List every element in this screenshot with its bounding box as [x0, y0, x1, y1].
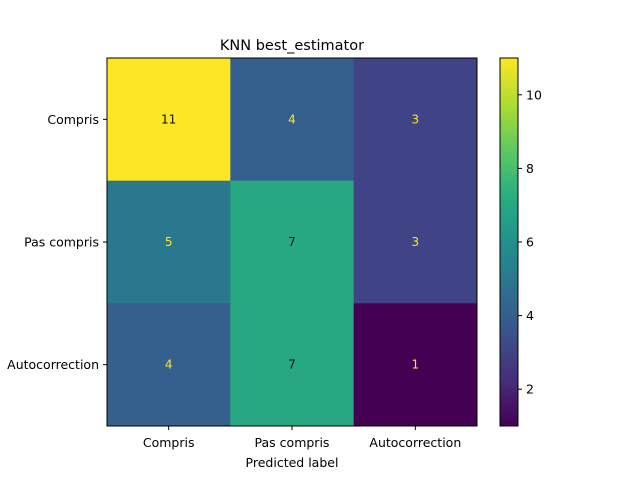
heatmap-cells	[107, 58, 478, 427]
heatmap-cell	[107, 303, 231, 427]
colorbar-tick-label: 10	[526, 87, 542, 102]
heatmap-cell	[353, 180, 478, 304]
heatmap-cell	[107, 180, 231, 304]
x-tick-label: Autocorrection	[369, 435, 461, 450]
cell-value-label: 1	[412, 358, 420, 372]
colorbar-tick-label: 4	[526, 308, 534, 323]
cell-value-label: 7	[288, 235, 296, 249]
cell-value-label: 4	[165, 358, 173, 372]
x-axis-ticks: Compris Pas compris Autocorrection	[143, 426, 461, 450]
heatmap-cell	[107, 58, 231, 182]
heatmap-cell	[353, 58, 478, 182]
y-tick-label: Compris	[47, 112, 99, 127]
y-tick-label: Pas compris	[24, 235, 99, 250]
heatmap-cell-labels: 11 4 3 5 7 3 4 7 1	[161, 112, 419, 371]
cell-value-label: 3	[412, 235, 420, 249]
x-tick-label: Compris	[143, 435, 195, 450]
heatmap-cell	[230, 180, 355, 304]
heatmap-cell	[230, 303, 355, 427]
heatmap-cell	[230, 58, 355, 182]
cell-value-label: 7	[288, 358, 296, 372]
x-axis-label: Predicted label	[246, 455, 339, 470]
heatmap-cell	[353, 303, 478, 427]
x-tick-label: Pas compris	[255, 435, 330, 450]
cell-value-label: 5	[165, 235, 173, 249]
colorbar-tick-label: 2	[526, 382, 534, 397]
cell-value-label: 4	[288, 112, 296, 126]
colorbar-tick-label: 6	[526, 235, 534, 250]
y-tick-label: Autocorrection	[7, 357, 99, 372]
colorbar-tick-label: 8	[526, 161, 534, 176]
cell-value-label: 3	[412, 112, 420, 126]
colorbar-ticks: 2 4 6 8 10	[518, 87, 542, 397]
chart-title: KNN best_estimator	[220, 38, 364, 54]
y-axis-ticks: Compris Pas compris Autocorrection	[7, 112, 107, 372]
colorbar	[499, 57, 519, 427]
cell-value-label: 11	[161, 112, 176, 126]
